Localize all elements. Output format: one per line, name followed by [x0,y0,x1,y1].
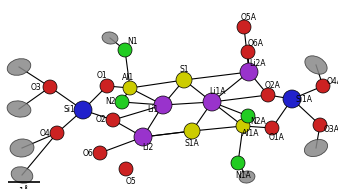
Circle shape [43,80,57,94]
Circle shape [231,156,245,170]
Circle shape [74,101,92,119]
Text: O4A: O4A [327,77,338,85]
Text: O1: O1 [97,71,107,81]
Circle shape [313,118,327,132]
Text: O2: O2 [96,115,106,125]
Circle shape [50,126,64,140]
Text: N1: N1 [128,37,138,46]
Text: N2: N2 [105,98,115,106]
Circle shape [123,81,137,95]
Text: O2A: O2A [265,81,281,90]
Text: Si1A: Si1A [295,94,313,104]
Text: O5A: O5A [241,12,257,22]
Circle shape [241,45,255,59]
Text: Si1: Si1 [63,105,75,115]
Circle shape [203,93,221,111]
Circle shape [115,95,129,109]
Circle shape [93,146,107,160]
Circle shape [100,79,114,93]
Text: S1: S1 [179,66,189,74]
Ellipse shape [11,167,33,183]
Text: Al1: Al1 [122,74,134,83]
Text: O6: O6 [82,149,93,157]
Circle shape [119,162,133,176]
Text: O5: O5 [126,177,136,185]
Text: Li1A: Li1A [209,88,225,97]
Text: O3: O3 [31,83,41,91]
Circle shape [237,20,251,34]
Text: O1A: O1A [269,133,285,143]
Circle shape [265,121,279,135]
Text: Al1A: Al1A [242,129,260,139]
Ellipse shape [305,139,328,156]
Circle shape [316,79,330,93]
Text: Li1: Li1 [147,105,159,115]
Text: Li2A: Li2A [249,60,265,68]
Text: O6A: O6A [248,40,264,49]
Ellipse shape [7,59,31,75]
Ellipse shape [305,56,327,74]
Text: N2A: N2A [250,116,266,125]
Circle shape [236,119,250,133]
Text: O3A: O3A [324,125,338,135]
Text: N1A: N1A [235,170,251,180]
Text: Li2: Li2 [142,143,154,152]
Circle shape [176,72,192,88]
Circle shape [106,113,120,127]
Circle shape [240,63,258,81]
Ellipse shape [7,101,31,117]
Text: 1Å: 1Å [19,187,29,189]
Circle shape [118,43,132,57]
Circle shape [261,88,275,102]
Ellipse shape [10,139,34,157]
Circle shape [154,96,172,114]
Ellipse shape [239,171,255,183]
Circle shape [184,123,200,139]
Circle shape [241,109,255,123]
Circle shape [283,90,301,108]
Text: O4: O4 [40,129,50,138]
Ellipse shape [102,32,118,44]
Circle shape [134,128,152,146]
Text: S1A: S1A [185,139,199,147]
